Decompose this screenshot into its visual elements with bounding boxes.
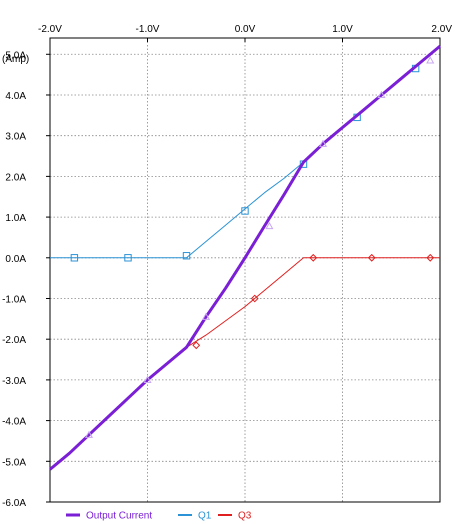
- x-axis: -2.0V -1.0V 0.0V 1.0V 2.0V: [38, 24, 452, 42]
- y-tick-label: 2.0A: [5, 172, 26, 183]
- data-marker-triangle: [377, 90, 386, 99]
- x-tick-label: -2.0V: [38, 24, 62, 35]
- data-marker-triangle: [318, 139, 328, 147]
- data-marker-diamond: [192, 341, 201, 350]
- y-tick-label: 3.0A: [5, 132, 26, 143]
- data-marker-diamond: [426, 253, 435, 262]
- legend-label: Q1: [198, 511, 212, 522]
- y-tick-label: -6.0A: [2, 498, 26, 509]
- series-line: [49, 44, 441, 471]
- y-axis-label: (Amp): [2, 54, 29, 65]
- y-tick-label: -5.0A: [2, 457, 26, 468]
- x-tick-label: 0.0V: [235, 24, 256, 35]
- y-tick-label: -2.0A: [2, 335, 26, 346]
- y-tick-label: 0.0A: [5, 254, 26, 265]
- series-layer: [49, 44, 441, 471]
- y-axis: 5.0A 4.0A 3.0A 2.0A 1.0A 0.0A -1.0A -2.0A -3.0A -…: [2, 50, 50, 509]
- data-marker-square: [241, 207, 249, 215]
- x-tick-label: 1.0V: [332, 24, 353, 35]
- legend: Output Current Q1 Q3: [66, 511, 252, 522]
- x-tick-label: 2.0V: [431, 24, 452, 35]
- x-tick-label: -1.0V: [136, 24, 160, 35]
- y-tick-label: 1.0A: [5, 213, 26, 224]
- series-output-current: [49, 44, 441, 471]
- data-marker-diamond: [367, 253, 376, 262]
- data-marker-square: [182, 252, 191, 260]
- y-tick-label: -4.0A: [2, 417, 26, 428]
- data-marker-triangle: [143, 375, 152, 383]
- data-marker-square: [70, 254, 79, 262]
- data-marker-triangle: [426, 56, 435, 64]
- data-marker-square: [124, 254, 132, 262]
- y-tick-label: -3.0A: [2, 376, 26, 387]
- legend-label: Q3: [238, 511, 252, 522]
- data-marker-triangle: [84, 430, 94, 438]
- legend-label: Output Current: [86, 511, 152, 522]
- data-marker-triangle: [265, 221, 274, 230]
- y-tick-label: 4.0A: [5, 91, 26, 102]
- y-tick-label: 5.0A: [5, 50, 26, 61]
- data-marker-triangle: [201, 312, 211, 320]
- data-marker-diamond: [309, 253, 318, 262]
- y-tick-label: -1.0A: [2, 294, 26, 305]
- data-marker-diamond: [250, 294, 259, 303]
